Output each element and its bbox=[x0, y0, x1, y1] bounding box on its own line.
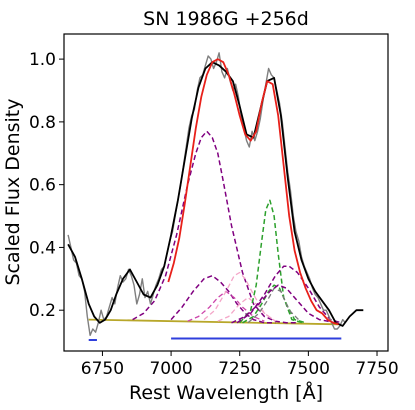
x-tick-label-7000: 7000 bbox=[149, 359, 192, 379]
x-tick-label-7250: 7250 bbox=[218, 359, 261, 379]
y-tick-label-0.4: 0.4 bbox=[29, 238, 56, 258]
y-tick-label-0.8: 0.8 bbox=[29, 113, 56, 133]
y-tick-label-0.6: 0.6 bbox=[29, 176, 56, 196]
chart-title: SN 1986G +256d bbox=[143, 8, 309, 30]
y-axis-title: Scaled Flux Density bbox=[2, 99, 24, 286]
observed-spectrum-line bbox=[67, 52, 346, 336]
total-fit-line bbox=[167, 58, 339, 326]
y-axis: 0.2 0.4 0.6 0.8 1.0 bbox=[29, 50, 64, 321]
component-line-12 bbox=[231, 284, 336, 324]
plot-area bbox=[67, 52, 364, 342]
y-tick-label-1: 1.0 bbox=[29, 50, 56, 70]
plot-frame bbox=[63, 33, 389, 352]
continuum-line bbox=[88, 318, 339, 326]
series-layer bbox=[67, 52, 364, 342]
x-axis: 6750 7000 7250 7500 7750 bbox=[81, 351, 399, 379]
component-line-4 bbox=[170, 274, 276, 324]
component-line-11 bbox=[236, 265, 342, 324]
x-tick-label-6750: 6750 bbox=[81, 359, 124, 379]
y-tick-label-0.2: 0.2 bbox=[29, 301, 56, 321]
x-tick-label-7750: 7750 bbox=[355, 359, 398, 379]
x-tick-label-7500: 7500 bbox=[287, 359, 330, 379]
component-line-10 bbox=[247, 287, 301, 324]
component-line-6 bbox=[203, 271, 276, 322]
component-line-3 bbox=[132, 130, 298, 324]
component-line-7 bbox=[217, 296, 276, 322]
x-axis-title: Rest Wavelength [Å] bbox=[129, 381, 323, 404]
component-line-9 bbox=[242, 284, 306, 324]
